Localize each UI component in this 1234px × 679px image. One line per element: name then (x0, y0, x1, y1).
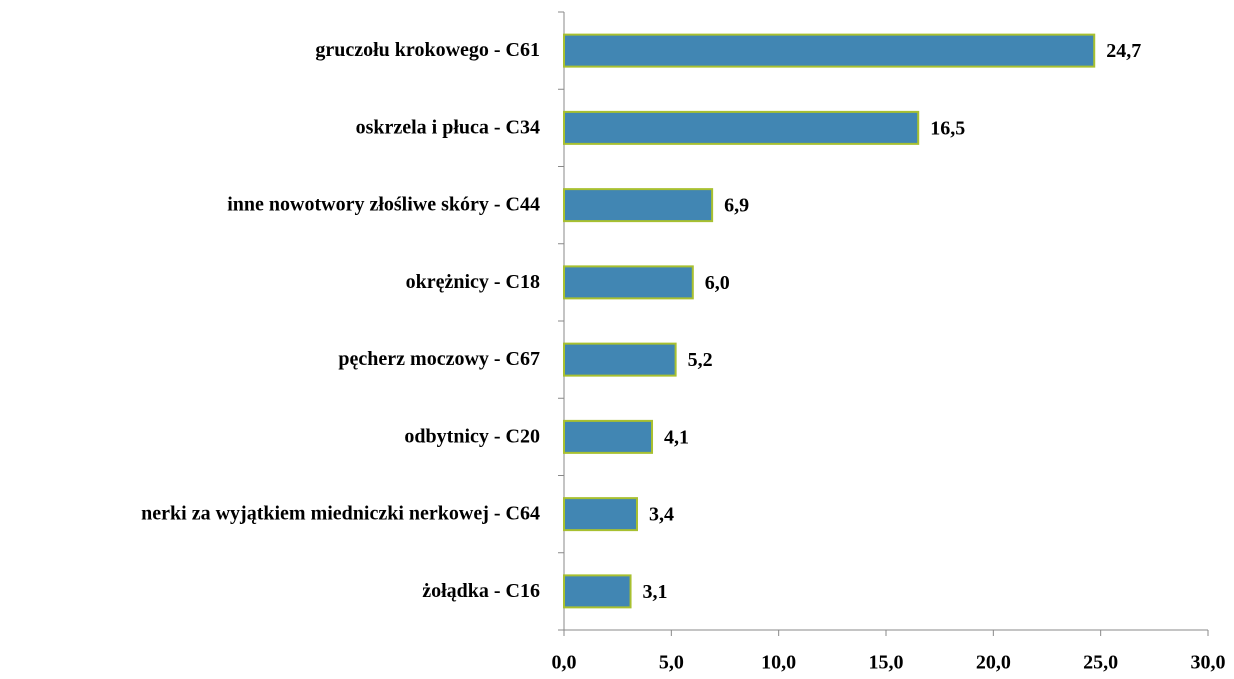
bar (563, 419, 654, 454)
value-label: 4,1 (664, 426, 689, 448)
bar (563, 33, 1096, 68)
value-label: 6,0 (705, 272, 730, 294)
x-tick-label: 15,0 (869, 652, 904, 674)
y-tick-label: nerki za wyjątkiem miedniczki nerkowej -… (141, 503, 540, 525)
bar (563, 265, 694, 300)
bar (563, 497, 638, 532)
x-tick-label: 30,0 (1191, 652, 1226, 674)
y-tick-label: inne nowotwory złośliwe skóry - C44 (227, 194, 540, 216)
bar (563, 110, 920, 145)
y-tick-label: oskrzela i płuca - C34 (356, 116, 540, 138)
y-tick-label: pęcherz moczowy - C67 (338, 348, 540, 370)
bar (563, 574, 632, 609)
y-tick-label: okrężnicy - C18 (406, 271, 540, 293)
bar (563, 342, 677, 377)
y-tick-label: gruczołu krokowego - C61 (315, 39, 540, 61)
x-tick-label: 25,0 (1083, 652, 1118, 674)
value-label: 24,7 (1106, 40, 1141, 62)
x-tick-label: 5,0 (659, 652, 684, 674)
x-tick-label: 20,0 (976, 652, 1011, 674)
y-tick-label: odbytnicy - C20 (404, 425, 540, 447)
value-label: 6,9 (724, 195, 749, 217)
value-label: 5,2 (688, 349, 713, 371)
bar (563, 188, 714, 223)
x-tick-label: 0,0 (552, 652, 577, 674)
y-tick-label: żołądka - C16 (422, 580, 540, 602)
value-label: 16,5 (930, 117, 965, 139)
value-label: 3,4 (649, 504, 674, 526)
x-tick-label: 10,0 (761, 652, 796, 674)
value-label: 3,1 (643, 581, 668, 603)
